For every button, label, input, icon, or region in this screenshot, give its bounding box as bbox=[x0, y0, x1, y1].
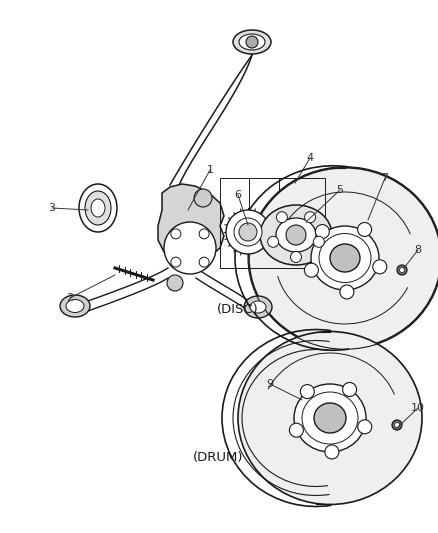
Circle shape bbox=[286, 225, 306, 245]
Ellipse shape bbox=[164, 222, 216, 274]
Circle shape bbox=[325, 445, 339, 459]
Ellipse shape bbox=[233, 30, 271, 54]
Ellipse shape bbox=[294, 384, 366, 452]
Circle shape bbox=[397, 265, 407, 275]
Ellipse shape bbox=[244, 296, 272, 318]
Circle shape bbox=[392, 420, 402, 430]
Ellipse shape bbox=[79, 184, 117, 232]
Polygon shape bbox=[158, 184, 224, 263]
Ellipse shape bbox=[249, 168, 438, 348]
Ellipse shape bbox=[194, 189, 212, 207]
Ellipse shape bbox=[66, 300, 84, 312]
Circle shape bbox=[199, 229, 209, 239]
Ellipse shape bbox=[260, 205, 332, 265]
Circle shape bbox=[290, 423, 304, 437]
Text: 6: 6 bbox=[234, 190, 241, 200]
Ellipse shape bbox=[234, 218, 262, 246]
Text: 8: 8 bbox=[414, 245, 421, 255]
Text: (DISC): (DISC) bbox=[217, 303, 259, 317]
Circle shape bbox=[290, 252, 301, 262]
Text: 7: 7 bbox=[381, 173, 389, 183]
Circle shape bbox=[313, 236, 324, 247]
Circle shape bbox=[358, 420, 372, 434]
Ellipse shape bbox=[330, 244, 360, 272]
Bar bbox=[220, 178, 325, 268]
Ellipse shape bbox=[276, 218, 316, 252]
Ellipse shape bbox=[238, 332, 422, 504]
Ellipse shape bbox=[302, 392, 358, 444]
Text: 3: 3 bbox=[49, 203, 56, 213]
Circle shape bbox=[340, 285, 354, 299]
Circle shape bbox=[246, 36, 258, 48]
Ellipse shape bbox=[250, 301, 266, 313]
Ellipse shape bbox=[239, 34, 265, 50]
Ellipse shape bbox=[85, 191, 111, 225]
Ellipse shape bbox=[60, 295, 90, 317]
Circle shape bbox=[171, 257, 181, 267]
Circle shape bbox=[395, 423, 399, 427]
Ellipse shape bbox=[167, 275, 183, 291]
Circle shape bbox=[268, 236, 279, 247]
Circle shape bbox=[399, 268, 405, 272]
Circle shape bbox=[343, 383, 357, 397]
Text: 2: 2 bbox=[67, 293, 74, 303]
Circle shape bbox=[304, 263, 318, 277]
Circle shape bbox=[315, 224, 329, 239]
Circle shape bbox=[171, 229, 181, 239]
Circle shape bbox=[239, 223, 257, 241]
Ellipse shape bbox=[314, 403, 346, 433]
Circle shape bbox=[300, 385, 314, 399]
Text: 5: 5 bbox=[336, 185, 343, 195]
Text: 4: 4 bbox=[307, 153, 314, 163]
Text: (DRUM): (DRUM) bbox=[193, 451, 243, 464]
Text: 10: 10 bbox=[411, 403, 425, 413]
Circle shape bbox=[304, 212, 316, 223]
Circle shape bbox=[276, 212, 287, 223]
Text: 1: 1 bbox=[206, 165, 213, 175]
Text: 9: 9 bbox=[266, 379, 274, 389]
Ellipse shape bbox=[91, 199, 105, 217]
Ellipse shape bbox=[226, 210, 270, 254]
Ellipse shape bbox=[311, 226, 379, 290]
Circle shape bbox=[199, 257, 209, 267]
Circle shape bbox=[373, 260, 387, 274]
Ellipse shape bbox=[319, 233, 371, 282]
Circle shape bbox=[357, 222, 371, 237]
